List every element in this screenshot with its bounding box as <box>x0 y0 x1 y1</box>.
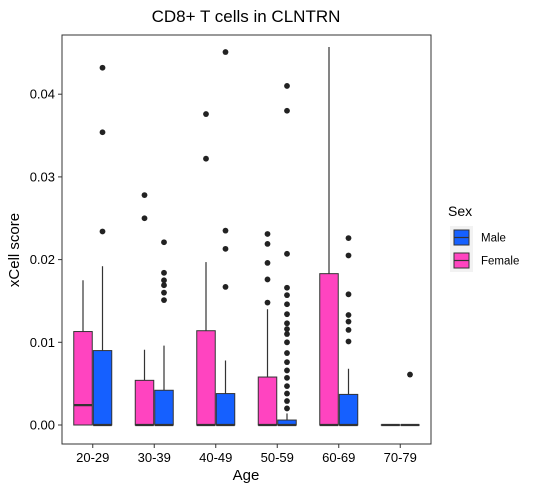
outlier-point <box>264 260 271 266</box>
outlier-point <box>345 252 352 259</box>
box-body <box>196 330 216 426</box>
outlier-point <box>264 276 271 283</box>
y-tick-label: 0.03 <box>30 169 55 184</box>
box-body <box>73 331 93 426</box>
outlier-point <box>99 64 106 71</box>
outlier-point <box>284 331 290 337</box>
outlier-point <box>284 320 290 327</box>
outlier-point <box>284 311 290 318</box>
box-female-40-49 <box>196 111 216 427</box>
legend-items: Male Female <box>450 226 519 272</box>
y-axis-title: xCell score <box>6 213 23 287</box>
outlier-point <box>407 371 413 378</box>
outlier-point <box>284 284 290 291</box>
outlier-point <box>222 283 229 290</box>
chart-title: CD8+ T cells in CLNTRN <box>152 7 341 26</box>
x-axis-title: Age <box>233 467 260 484</box>
outlier-point <box>345 318 352 325</box>
outlier-point <box>284 390 290 397</box>
x-tick-label: 30-39 <box>138 450 171 465</box>
x-tick-label: 20-29 <box>76 450 109 465</box>
outlier-point <box>141 192 148 198</box>
outlier-point <box>284 374 290 381</box>
box-female-60-69 <box>319 47 339 427</box>
outlier-point <box>161 239 167 246</box>
legend-item-female: Female <box>450 249 519 272</box>
box-body <box>92 350 113 426</box>
legend-label: Male <box>481 233 506 245</box>
outlier-point <box>222 49 229 55</box>
box-body <box>319 273 339 426</box>
outlier-point <box>161 289 167 296</box>
x-tick-label: 60-69 <box>322 450 355 465</box>
box-male-50-59 <box>277 83 297 427</box>
outlier-point <box>345 291 352 298</box>
legend-label: Female <box>481 256 519 268</box>
box-body <box>215 393 236 426</box>
outlier-point <box>203 155 209 162</box>
y-tick-label: 0.04 <box>30 87 55 102</box>
outlier-point <box>99 129 106 136</box>
legend-item-male: Male <box>450 226 506 249</box>
outlier-point <box>284 359 290 366</box>
outlier-point <box>264 299 271 306</box>
axis-layer: 0.00 0.01 0.02 0.03 0.04 20-29 30-39 40-49 50-59… <box>30 87 417 465</box>
outlier-point <box>222 227 229 234</box>
outlier-point <box>161 297 167 304</box>
outlier-point <box>345 338 352 345</box>
x-tick-label: 40-49 <box>199 450 232 465</box>
outlier-point <box>345 312 352 318</box>
outlier-point <box>284 250 290 257</box>
outlier-point <box>264 231 271 237</box>
box-female-20-29 <box>73 280 93 426</box>
outlier-point <box>284 292 290 299</box>
outlier-point <box>284 405 290 412</box>
plot-panel <box>61 34 432 445</box>
outlier-point <box>284 383 290 390</box>
box-male-20-29 <box>92 64 113 427</box>
outlier-point <box>284 301 290 308</box>
legend: Sex Male Female <box>448 203 519 272</box>
box-female-30-39 <box>134 192 155 427</box>
box-male-30-39 <box>154 239 174 427</box>
box-body <box>134 379 155 426</box>
box-body <box>154 389 174 426</box>
legend-title: Sex <box>448 203 472 219</box>
outlier-point <box>284 326 290 332</box>
outlier-point <box>284 339 290 346</box>
box-male-70-79 <box>400 371 420 427</box>
outlier-point <box>203 111 209 117</box>
outlier-point <box>161 282 167 289</box>
box-body <box>257 376 278 426</box>
box-body <box>338 393 359 426</box>
x-tick-label: 70-79 <box>384 450 417 465</box>
box-male-40-49 <box>215 49 236 427</box>
outlier-point <box>161 277 167 284</box>
outlier-point <box>345 326 352 333</box>
outlier-point <box>264 240 271 247</box>
box-female-50-59 <box>257 231 278 427</box>
box-layer <box>73 47 420 427</box>
x-tick-label: 50-59 <box>261 450 294 465</box>
y-tick-label: 0.02 <box>30 252 55 267</box>
y-tick-label: 0.01 <box>30 335 55 350</box>
outlier-point <box>222 245 229 252</box>
y-tick-label: 0.00 <box>30 418 55 433</box>
outlier-point <box>284 83 290 89</box>
outlier-point <box>284 398 290 404</box>
outlier-point <box>99 228 106 235</box>
box-male-60-69 <box>338 235 359 427</box>
outlier-point <box>345 235 352 241</box>
outlier-point <box>161 269 167 276</box>
outlier-point <box>284 350 290 356</box>
outlier-point <box>141 215 148 222</box>
outlier-point <box>284 367 290 374</box>
outlier-point <box>284 107 290 114</box>
